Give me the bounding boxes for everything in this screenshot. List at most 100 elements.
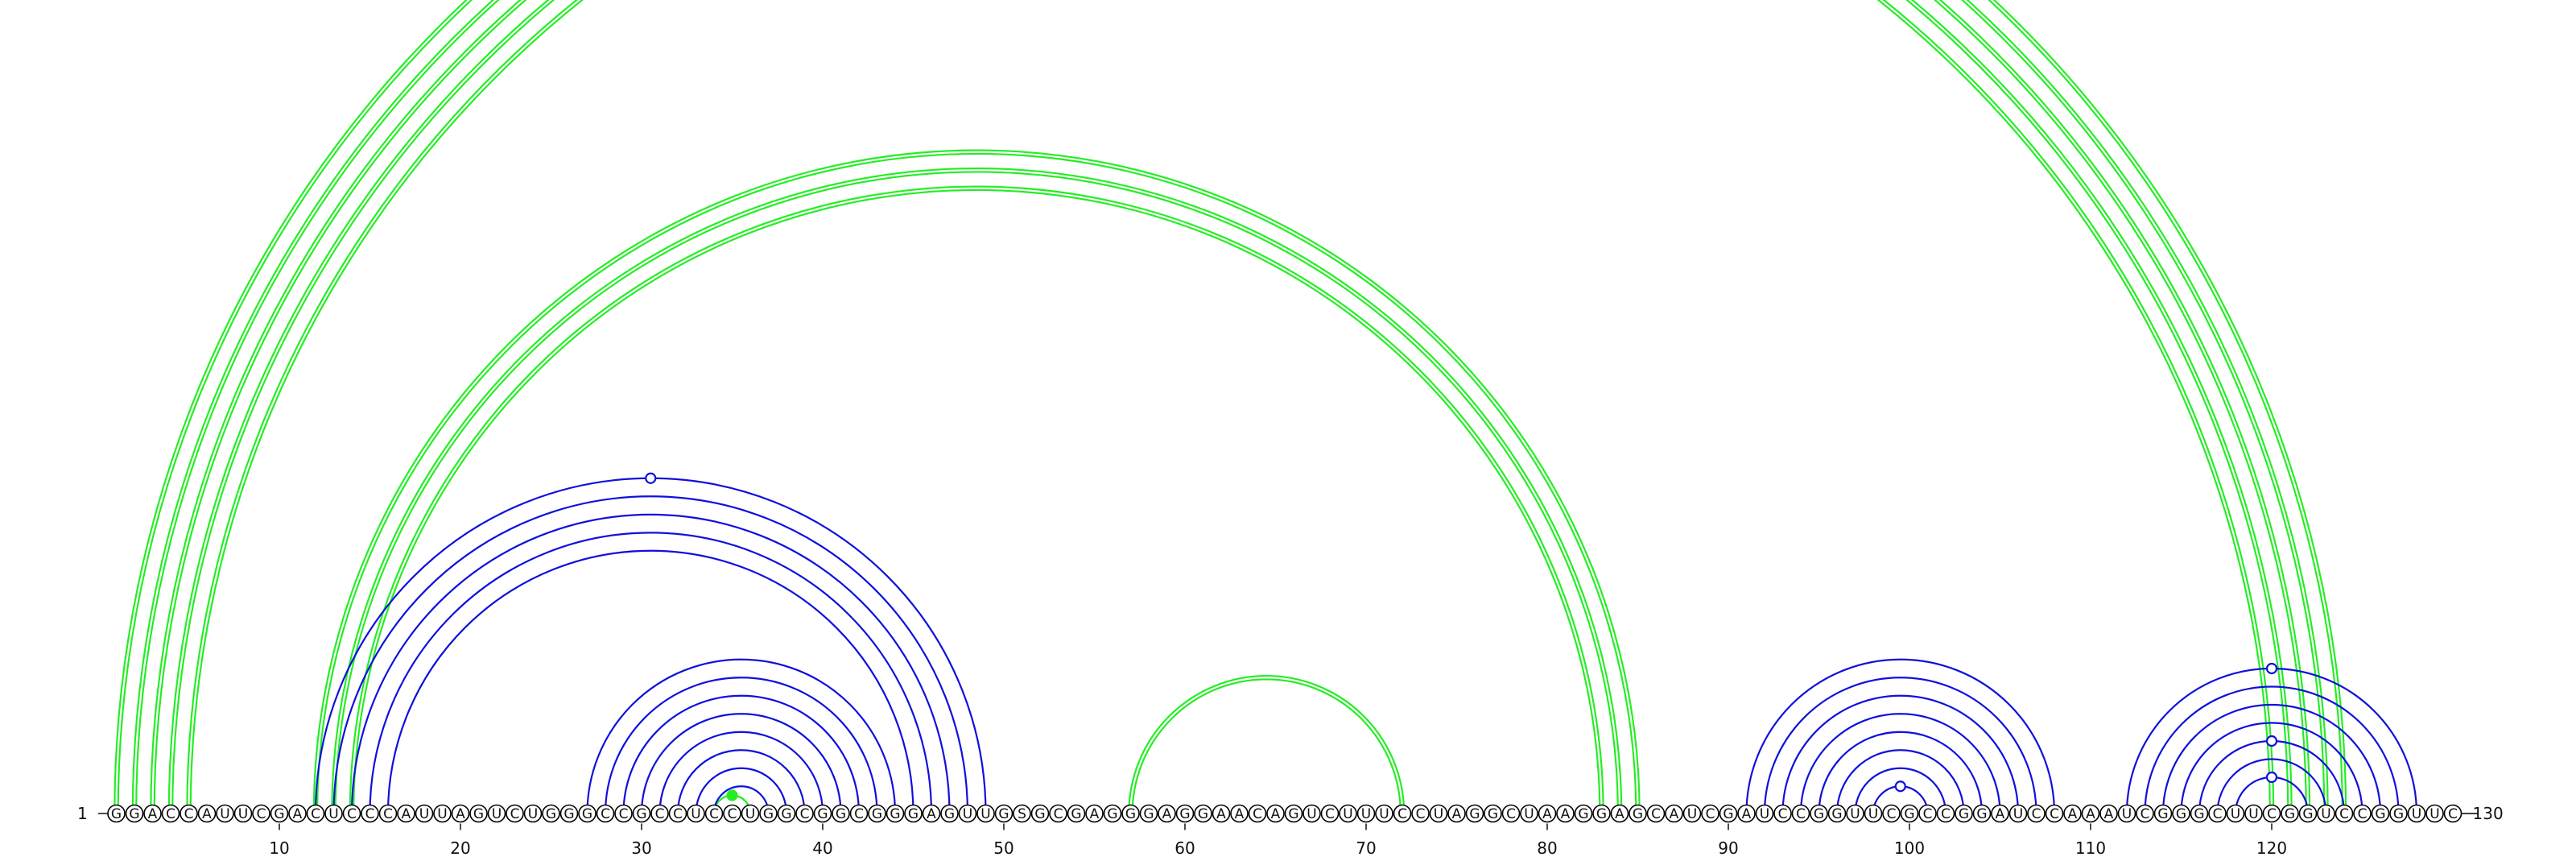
nucleotide: U (976, 804, 995, 823)
nucleotide-circle (233, 804, 253, 823)
nucleotide-circle (2136, 804, 2154, 823)
base-pair-arc (2216, 758, 2327, 814)
nucleotide-letter: G (1831, 806, 1842, 822)
nucleotide-circle (1991, 804, 2009, 823)
nucleotide-letter: U (437, 806, 447, 822)
nucleotide-letter: C (184, 806, 194, 822)
base-pair-arc (332, 495, 969, 814)
nucleotide-circle (1538, 804, 1557, 823)
nucleotide-letter: C (1778, 806, 1788, 822)
nucleotide-circle (759, 804, 778, 823)
nucleotide: G (559, 804, 579, 823)
nucleotide-letter: G (1179, 806, 1190, 822)
nucleotide-letter: U (2321, 806, 2330, 822)
base-pair-arc (350, 513, 951, 814)
nucleotide: G (1103, 804, 1122, 823)
nucleotide-circle (451, 804, 470, 823)
nucleotide-letter: U (2248, 806, 2258, 822)
nucleotide-circle (1339, 804, 1357, 823)
base-pair-arc (676, 749, 806, 814)
nucleotide-letter: U (220, 806, 229, 822)
nucleotide-letter: G (763, 806, 774, 822)
nucleotide: C (1411, 804, 1430, 823)
nucleotide: C (378, 804, 398, 823)
nucleotide-letter: U (745, 806, 755, 822)
base-pair-arc (604, 677, 878, 814)
base-pair-arc-inner (314, 151, 1639, 814)
nucleotide-letter: C (347, 806, 357, 822)
nucleotide-letter: G (2285, 806, 2295, 822)
nucleotide: G (777, 804, 796, 823)
nucleotide-letter: U (238, 806, 248, 822)
nucleotide-letter: G (2176, 806, 2186, 822)
nucleotide: G (1900, 804, 1919, 823)
nucleotide-letter: U (1343, 806, 1352, 822)
nucleotide-circle (1791, 804, 1810, 823)
nucleotide-circle (1356, 804, 1376, 823)
nucleotide-circle (1701, 804, 1719, 823)
nucleotide-circle (2172, 804, 2190, 823)
nucleotide-circle (1900, 804, 1919, 823)
nucleotide-letter: G (836, 806, 846, 822)
nucleotide-letter: A (1271, 806, 1281, 822)
nucleotide-circle (1411, 804, 1430, 823)
nucleotide: A (1556, 804, 1575, 823)
nucleotide-letter: A (202, 806, 212, 822)
nucleotide-letter: U (1850, 806, 1860, 822)
base-pair-arc (1854, 767, 1947, 814)
nucleotide: U (487, 804, 506, 823)
nucleotide-letter: C (854, 806, 864, 822)
base-pair-arc (1781, 694, 2020, 814)
nucleotide-letter: G (1469, 806, 1480, 822)
nucleotide: C (795, 804, 814, 823)
nucleotide: A (143, 804, 162, 823)
nucleotide-circle (324, 804, 343, 823)
nucleotide-circle (2298, 804, 2318, 823)
nucleotide: G (1592, 804, 1611, 823)
nucleotide-letter: G (564, 806, 574, 822)
nucleotide-letter: G (1034, 806, 1045, 822)
nucleotide: U (1356, 804, 1376, 823)
nucleotide-letter: C (1416, 806, 1426, 822)
nucleotide-letter: G (944, 806, 955, 822)
nucleotide-circle (596, 804, 615, 823)
nucleotide: G (1284, 804, 1303, 823)
nucleotide-circle (306, 804, 325, 823)
nucleotide-letter: G (872, 806, 882, 822)
nucleotide-letter: G (1633, 806, 1643, 822)
nucleotide-circle (1447, 804, 1466, 823)
nucleotide-letter: G (1976, 806, 1987, 822)
nucleotide-letter: U (1687, 806, 1697, 822)
nucleotide-letter: C (1887, 806, 1897, 822)
nucleotide: C (252, 804, 270, 823)
nucleotide: G (1827, 804, 1847, 823)
nucleotide: A (451, 804, 470, 823)
nucleotide-circle (180, 804, 198, 823)
base-pair-arc (1745, 658, 2056, 814)
nucleotide-circle (2389, 804, 2408, 823)
nucleotide-circle (2407, 804, 2426, 823)
nucleotide: U (1375, 804, 1393, 823)
nucleotide-circle (1212, 804, 1231, 823)
nucleotide-letter: U (528, 806, 538, 822)
nucleotide: G (2298, 804, 2318, 823)
nucleotide-letter: C (1796, 806, 1806, 822)
nucleotide: U (1429, 804, 1448, 823)
nucleotide-circle (1629, 804, 1647, 823)
nucleotide-letter: C (800, 806, 810, 822)
nucleotide-letter: C (601, 806, 610, 822)
nucleotide-circle (2226, 804, 2245, 823)
arc-apex-marker (2265, 771, 2278, 784)
nucleotide-circle (832, 804, 850, 823)
nucleotide-circle (143, 804, 162, 823)
nucleotide: G (2389, 804, 2408, 823)
nucleotide-letter: C (1651, 806, 1661, 822)
nucleotide-letter: A (2086, 806, 2095, 822)
nucleotide-letter: A (1996, 806, 2005, 822)
nucleotide: U (958, 804, 977, 823)
nucleotide-letter: U (2412, 806, 2421, 822)
nucleotide-letter: U (1760, 806, 1769, 822)
nucleotide: U (2407, 804, 2426, 823)
nucleotide-letter: G (2194, 806, 2204, 822)
tick-label: 100 (1894, 838, 1925, 857)
